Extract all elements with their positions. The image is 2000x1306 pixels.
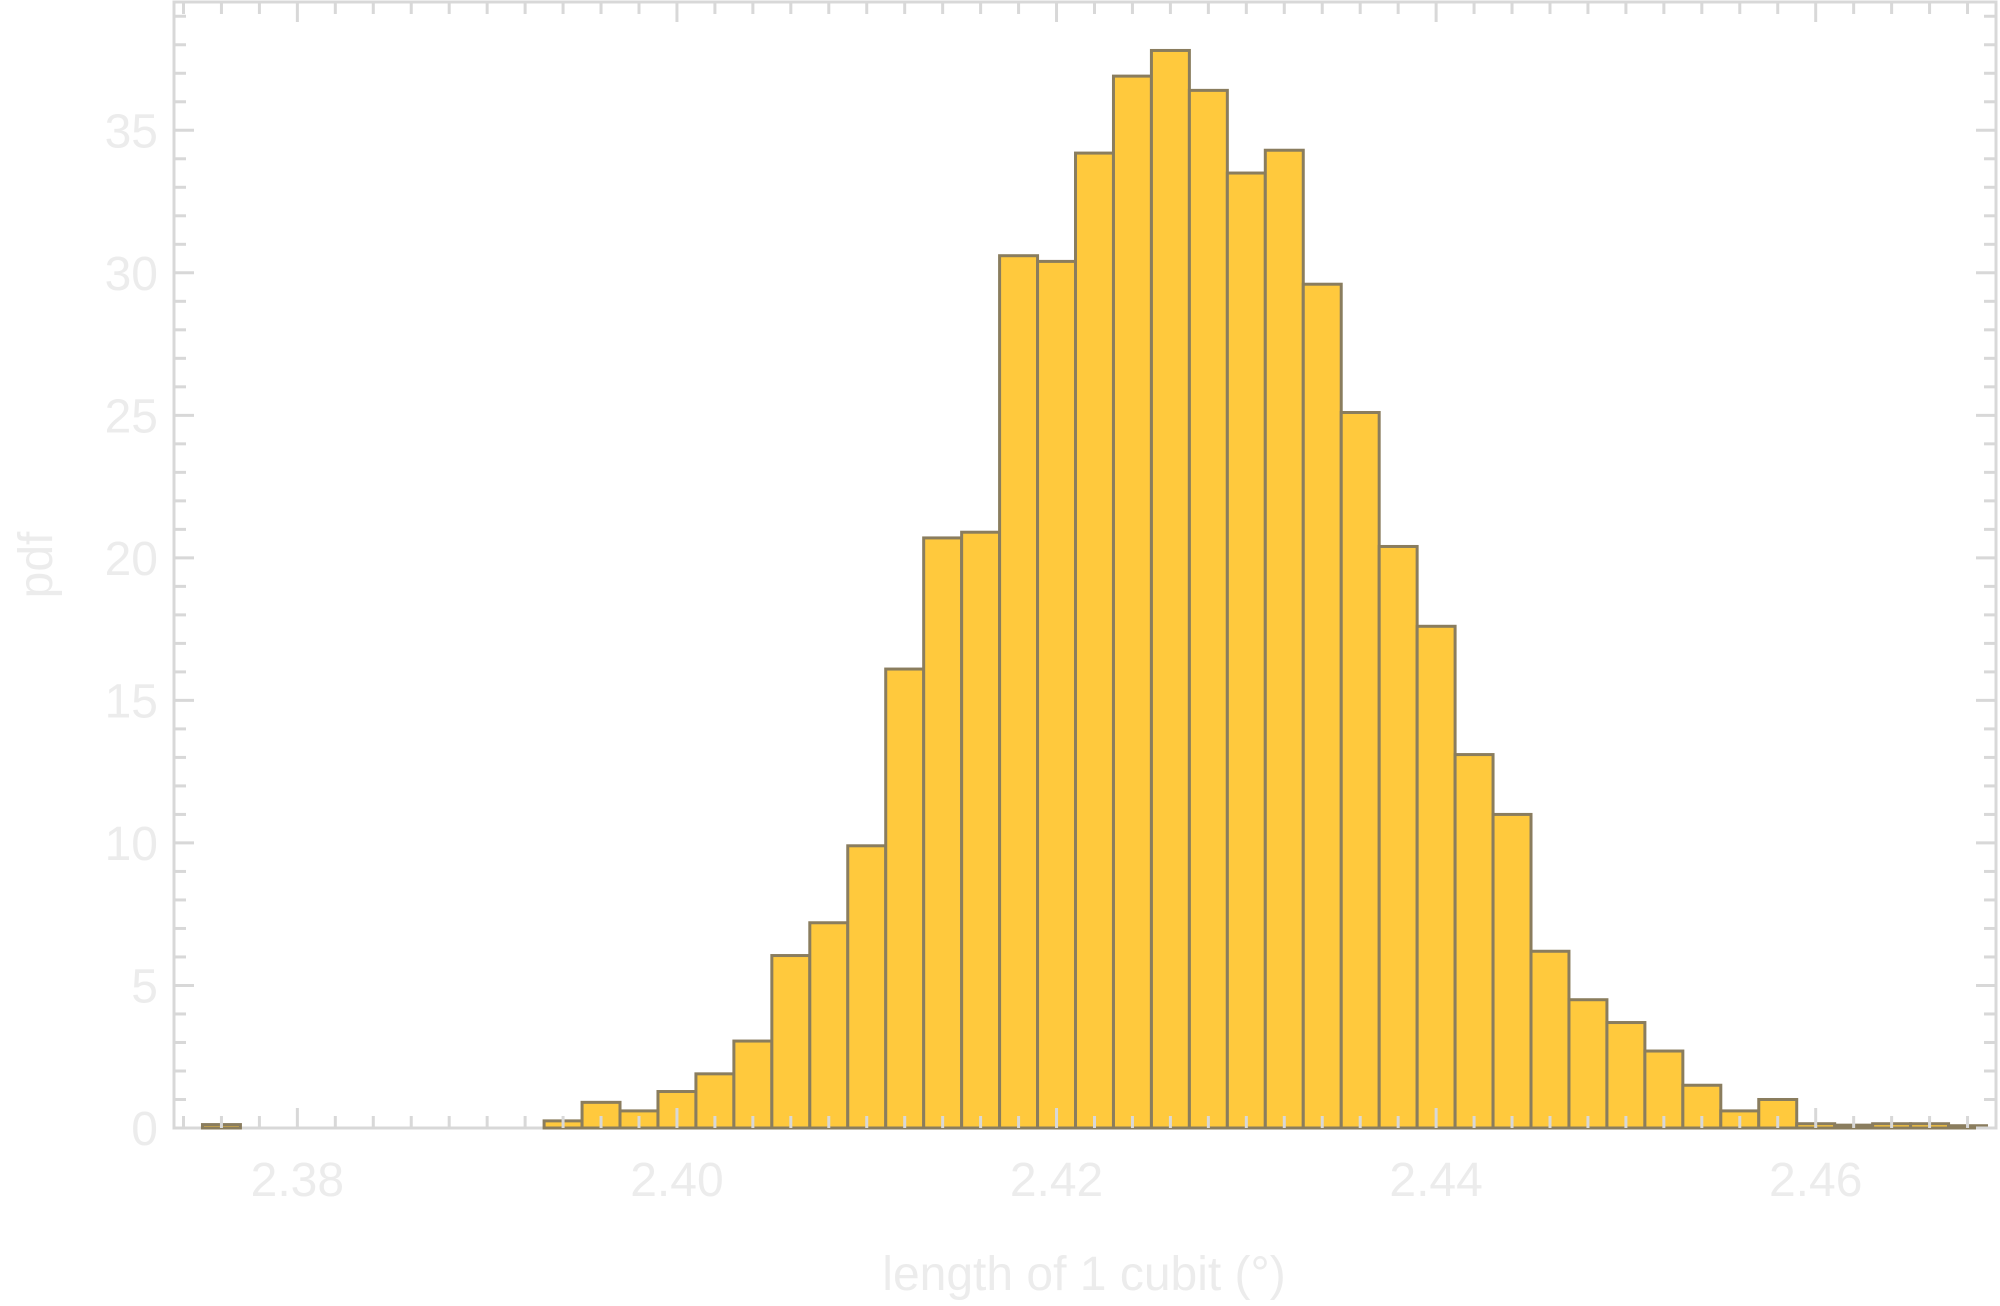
histogram-bar — [846, 844, 888, 1130]
y-tick-label: 5 — [131, 960, 158, 1013]
y-tick-labels: 0 5 10 15 20 25 30 35 — [105, 105, 158, 1156]
x-tick-label: 2.46 — [1769, 1154, 1862, 1207]
bars-group — [200, 48, 1989, 1130]
y-axis-title: pdf — [10, 531, 63, 598]
histogram-bar — [1263, 148, 1305, 1130]
histogram-bar — [1187, 88, 1229, 1130]
x-tick-label: 2.40 — [630, 1154, 723, 1207]
histogram-bar — [1453, 753, 1495, 1130]
histogram-bar — [1225, 171, 1267, 1130]
histogram-bar — [1567, 998, 1609, 1130]
histogram-bar — [1529, 949, 1571, 1130]
histogram-bar — [1301, 282, 1343, 1130]
histogram-bar — [808, 921, 850, 1130]
histogram-bar — [1377, 544, 1419, 1130]
histogram-bar — [732, 1039, 774, 1130]
histogram-bar — [1036, 259, 1078, 1130]
histogram-bar — [960, 530, 1002, 1130]
x-tick-label: 2.44 — [1389, 1154, 1482, 1207]
y-tick-label: 0 — [131, 1103, 158, 1156]
ticks-group — [174, 2, 1996, 1130]
histogram-bar — [922, 536, 964, 1130]
y-tick-label: 20 — [105, 533, 158, 586]
histogram-bar — [1111, 74, 1153, 1130]
x-tick-labels: 2.38 2.40 2.42 2.44 2.46 — [251, 1154, 1863, 1207]
y-tick-label: 35 — [105, 105, 158, 158]
histogram-bar — [884, 667, 926, 1130]
histogram-bar — [1605, 1021, 1647, 1130]
histogram-bar — [1491, 812, 1533, 1130]
histogram-bar — [770, 954, 812, 1130]
x-axis-title: length of 1 cubit (°) — [882, 1248, 1285, 1301]
y-tick-label: 15 — [105, 675, 158, 728]
y-tick-label: 10 — [105, 818, 158, 871]
histogram-bar — [1074, 151, 1115, 1130]
histogram-bar — [998, 254, 1040, 1130]
y-tick-label: 25 — [105, 390, 158, 443]
histogram-bar — [1415, 624, 1457, 1130]
histogram-bar — [1149, 48, 1191, 1130]
y-tick-label: 30 — [105, 248, 158, 301]
histogram-bar — [1339, 410, 1381, 1130]
x-tick-label: 2.42 — [1010, 1154, 1103, 1207]
x-tick-label: 2.38 — [251, 1154, 344, 1207]
